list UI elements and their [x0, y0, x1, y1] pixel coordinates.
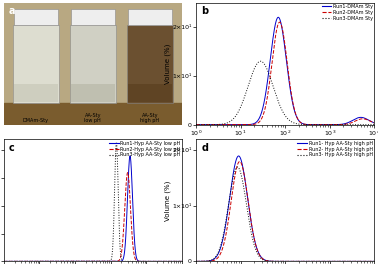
Legend: Run1-DMAm Sty, Run2-DMAm Sty, Run3-DMAm Sty: Run1-DMAm Sty, Run2-DMAm Sty, Run3-DMAm … [321, 4, 373, 21]
Legend: Run1- Hyp AA-Sty high pH, Run2- Hyp AA-Sty high pH, Run3- Hyp AA-Sty high pH: Run1- Hyp AA-Sty high pH, Run2- Hyp AA-S… [297, 140, 373, 158]
Bar [127, 25, 173, 103]
Bar [13, 25, 59, 103]
Text: AA-Sty
high pH: AA-Sty high pH [140, 113, 160, 124]
Y-axis label: Volume (%): Volume (%) [164, 44, 171, 84]
Bar [70, 25, 116, 103]
Y-axis label: Volume (%): Volume (%) [164, 180, 171, 220]
Text: AA-Sty
low pH: AA-Sty low pH [84, 113, 101, 124]
Text: d: d [201, 143, 208, 153]
Text: a: a [9, 6, 15, 16]
Bar [14, 84, 58, 102]
Text: b: b [201, 6, 209, 16]
Bar [14, 9, 58, 25]
Text: DMAm-Sty: DMAm-Sty [23, 119, 49, 124]
Bar [71, 9, 115, 25]
Bar [4, 103, 182, 125]
Bar [4, 3, 182, 103]
Bar [127, 9, 172, 25]
X-axis label: Size (nm): Size (nm) [268, 140, 302, 146]
Bar [71, 84, 115, 102]
Legend: Run1-Hyp AA-Sty low pH, Run2-Hyp AA-Sty low pH, Run3-Hyp AA-Sty low pH: Run1-Hyp AA-Sty low pH, Run2-Hyp AA-Sty … [108, 140, 181, 158]
Bar [127, 84, 172, 102]
Text: c: c [9, 143, 15, 153]
